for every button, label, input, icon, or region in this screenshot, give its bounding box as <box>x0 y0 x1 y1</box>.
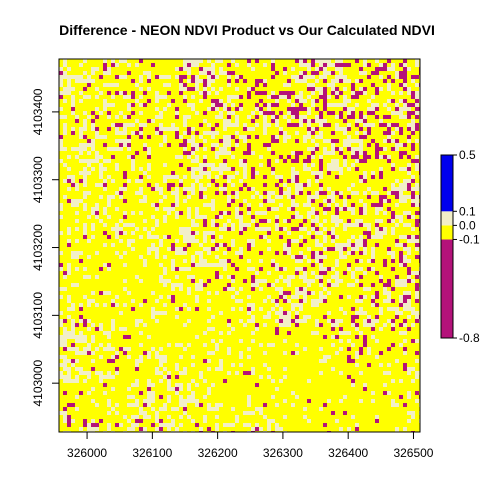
legend-swatch <box>441 155 453 212</box>
x-tick-label: 326500 <box>393 446 433 460</box>
legend-tick-label: 0.1 <box>459 204 476 218</box>
legend-frame <box>440 154 454 339</box>
y-tick-label: 4103400 <box>31 88 45 135</box>
x-tick-label: 326300 <box>263 446 303 460</box>
legend-swatch <box>441 225 453 240</box>
raster-class-neg0.8-to-neg0.1 <box>59 59 420 432</box>
legend-tick-label: -0.1 <box>459 232 480 246</box>
x-tick-label: 326000 <box>67 446 107 460</box>
x-axis: 326000 326100 326200 326300 326400 326500 <box>67 431 434 460</box>
y-tick-label: 4103300 <box>31 156 45 203</box>
raster-class-0.0-to-0.1 <box>59 59 420 432</box>
x-tick-label: 326200 <box>198 446 238 460</box>
chart-title: Difference - NEON NDVI Product vs Our Ca… <box>59 22 435 38</box>
y-tick-label: 4103000 <box>31 359 45 406</box>
legend-swatch <box>441 239 453 338</box>
legend-tick-label: -0.8 <box>459 331 480 345</box>
legend-tick-label: 0.5 <box>459 148 476 162</box>
y-tick-label: 4103100 <box>31 292 45 339</box>
x-tick-label: 326100 <box>132 446 172 460</box>
x-tick-label: 326400 <box>328 446 368 460</box>
legend-swatch <box>441 211 453 226</box>
y-tick-label: 4103200 <box>31 224 45 271</box>
legend-tick-label: 0.0 <box>459 218 476 232</box>
color-legend: 0.5 0.10.0-0.1 -0.8 <box>440 148 480 345</box>
difference-raster <box>59 59 420 432</box>
y-axis: 4103000 4103100 4103200 4103300 4103400 <box>31 88 60 407</box>
